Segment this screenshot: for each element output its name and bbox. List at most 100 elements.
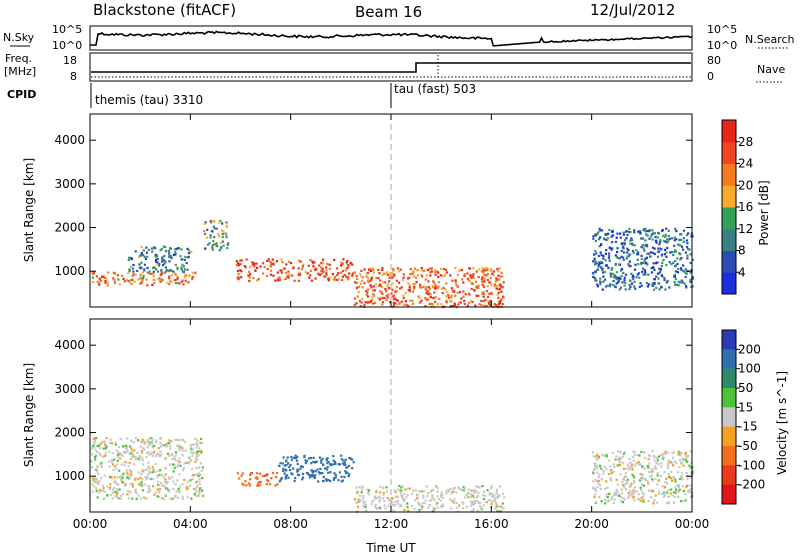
data-cell: [150, 477, 153, 481]
data-cell: [347, 275, 350, 278]
data-cell: [160, 260, 164, 263]
data-cell: [188, 456, 191, 459]
data-cell: [669, 492, 672, 495]
data-cell: [374, 283, 377, 286]
data-cell: [373, 294, 376, 297]
data-cell: [621, 455, 624, 458]
data-cell: [592, 260, 595, 263]
data-cell: [408, 288, 411, 291]
data-cell: [490, 267, 493, 271]
data-cell: [464, 496, 467, 499]
data-cell: [470, 299, 473, 303]
data-cell: [601, 453, 604, 457]
data-cell: [642, 228, 645, 231]
data-cell: [314, 474, 317, 477]
data-cell: [127, 279, 130, 283]
data-cell: [244, 266, 247, 269]
data-cell: [656, 250, 660, 254]
data-cell: [300, 465, 303, 468]
velocity-colorbar-frame: [721, 329, 737, 505]
data-cell: [502, 507, 505, 510]
data-cell: [661, 454, 664, 457]
data-cell: [395, 495, 398, 498]
data-cell: [605, 453, 608, 457]
velocity-colorbar-label: -100: [738, 458, 765, 472]
data-cell: [608, 285, 612, 288]
data-cell: [301, 265, 304, 268]
data-cell: [158, 484, 161, 487]
data-cell: [484, 298, 487, 301]
data-cell: [328, 276, 331, 279]
data-cell: [247, 274, 250, 277]
data-cell: [447, 490, 450, 493]
data-cell: [319, 467, 322, 470]
data-cell: [407, 304, 410, 307]
data-cell: [274, 484, 277, 487]
data-cell: [334, 473, 337, 476]
data-cell: [108, 486, 112, 489]
data-cell: [366, 295, 370, 298]
data-cell: [629, 484, 632, 487]
data-cell: [132, 263, 135, 267]
data-cell: [367, 493, 370, 496]
data-cell: [176, 275, 179, 278]
data-cell: [296, 455, 299, 458]
data-cell: [608, 459, 611, 462]
data-cell: [141, 438, 144, 441]
data-cell: [156, 452, 159, 455]
data-cell: [188, 252, 191, 255]
data-cell: [200, 437, 203, 440]
data-cell: [633, 451, 636, 454]
data-cell: [248, 279, 251, 283]
data-cell: [453, 302, 456, 305]
data-cell: [493, 284, 496, 288]
data-cell: [631, 243, 634, 246]
data-cell: [138, 255, 141, 258]
data-cell: [322, 480, 325, 483]
data-cell: [660, 462, 663, 465]
velocity-colorbar-segment: [722, 330, 736, 350]
data-cell: [483, 490, 486, 493]
data-cell: [134, 250, 137, 253]
data-cell: [405, 496, 408, 499]
data-cell: [391, 503, 395, 506]
data-cell: [280, 477, 283, 480]
data-cell: [602, 280, 605, 283]
data-cell: [500, 298, 503, 301]
data-cell: [479, 505, 482, 508]
data-cell: [257, 482, 260, 485]
data-cell: [436, 506, 439, 509]
data-cell: [152, 266, 155, 270]
data-cell: [597, 455, 600, 458]
data-cell: [614, 240, 617, 244]
data-cell: [631, 242, 634, 245]
data-cell: [384, 281, 387, 284]
data-cell: [171, 453, 174, 456]
data-cell: [157, 480, 160, 483]
data-cell: [194, 460, 197, 463]
data-cell: [110, 459, 113, 462]
data-cell: [156, 476, 159, 479]
data-cell: [118, 469, 121, 472]
data-cell: [437, 271, 440, 274]
data-cell: [680, 452, 683, 455]
data-cell: [393, 273, 396, 276]
data-cell: [667, 465, 670, 468]
data-cell: [194, 437, 197, 440]
data-cell: [177, 247, 180, 250]
data-cell: [378, 284, 381, 287]
data-cell: [182, 265, 186, 268]
data-cell: [163, 259, 166, 263]
data-cell: [146, 255, 149, 258]
data-cell: [193, 443, 196, 446]
noise-left-label: N.Sky: [3, 31, 35, 44]
data-cell: [394, 500, 397, 504]
data-cell: [605, 238, 608, 241]
data-cell: [689, 261, 692, 265]
y-tick-label: 4000: [54, 338, 85, 352]
data-cell: [611, 247, 614, 250]
data-cell: [492, 270, 496, 273]
data-cell: [650, 474, 653, 477]
data-cell: [159, 249, 162, 252]
data-cell: [496, 287, 499, 291]
